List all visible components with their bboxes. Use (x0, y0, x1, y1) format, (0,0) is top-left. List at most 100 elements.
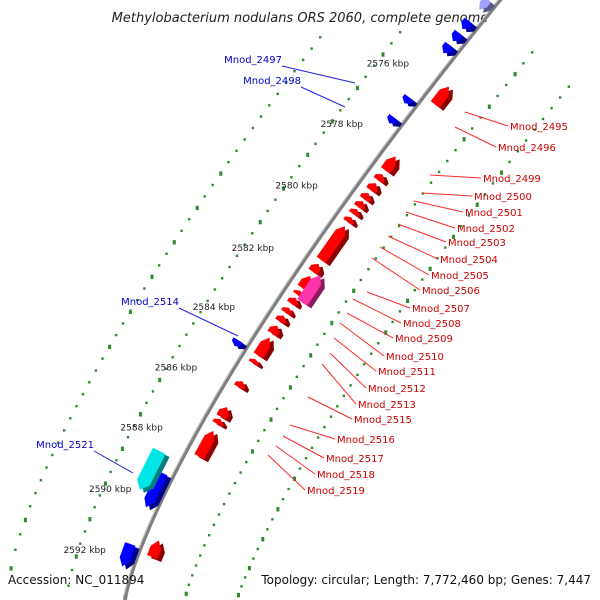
gc-tick (269, 417, 273, 422)
forward-gene (479, 0, 491, 10)
gc-skew-ticks (9, 31, 570, 598)
gc-tick (143, 287, 146, 290)
gc-tick (75, 405, 78, 408)
gc-tick (213, 288, 217, 291)
gc-tick (164, 367, 168, 370)
gc-tick (344, 300, 348, 303)
gc-tick (352, 288, 356, 293)
gc-tick (98, 494, 101, 497)
label-leaders (93, 65, 509, 491)
gc-tick (390, 235, 393, 238)
gc-tick (367, 268, 370, 271)
reverse-gene (281, 307, 292, 316)
gc-tick (240, 585, 243, 588)
gc-tick (319, 36, 322, 39)
forward-gene-label: Mnod_2512 (368, 384, 426, 395)
gc-tick (207, 534, 211, 537)
gc-tick (178, 344, 181, 348)
reverse-gene (287, 297, 299, 307)
gc-tick (491, 182, 495, 185)
kbp-tick-label: 2582 kbp (232, 244, 275, 254)
gc-tick (221, 277, 224, 280)
gc-tick (384, 330, 388, 335)
gc-tick (522, 62, 525, 65)
label-leader-line (421, 192, 473, 197)
gc-tick (34, 491, 37, 495)
gc-tick (372, 64, 376, 67)
gc-tick (390, 42, 393, 45)
gc-tick (436, 257, 439, 260)
gc-tick (444, 246, 447, 249)
gc-tick (322, 131, 325, 134)
label-leader-line (275, 445, 316, 475)
gc-tick (243, 138, 246, 141)
gc-tick (364, 75, 367, 78)
label-leader-line (387, 235, 439, 260)
forward-gene-label: Mnod_2495 (510, 122, 568, 133)
gc-tick (45, 466, 48, 469)
gc-tick (508, 160, 511, 164)
gc-tick (429, 181, 433, 184)
forward-gene (387, 114, 399, 124)
gc-tick (108, 344, 112, 350)
gc-tick (381, 52, 385, 57)
reverse-gene (216, 407, 229, 420)
gc-tick (276, 507, 280, 512)
gc-tick (337, 311, 340, 314)
gc-tick (247, 565, 251, 571)
gc-tick (483, 192, 487, 196)
gc-tick (237, 592, 240, 598)
reverse-gene-label: Mnod_2514 (121, 297, 179, 308)
forward-gene-label: Mnod_2511 (378, 367, 436, 378)
gc-tick (310, 47, 313, 50)
gc-tick (317, 436, 320, 439)
gc-tick (19, 533, 22, 536)
label-leader-line (281, 65, 356, 84)
gc-tick (302, 364, 305, 368)
gc-tick (306, 152, 310, 158)
gc-tick (222, 502, 226, 506)
gc-tick (330, 119, 334, 124)
forward-gene-label: Mnod_2500 (474, 192, 532, 203)
gc-tick (276, 92, 279, 96)
gene-features (119, 0, 495, 570)
forward-gene-label: Mnod_2499 (483, 174, 541, 185)
gc-tick (88, 517, 92, 522)
forward-gene-label: Mnod_2507 (412, 304, 470, 315)
gc-tick (115, 459, 118, 462)
forward-gene-label: Mnod_2509 (395, 334, 453, 345)
gc-tick (233, 481, 237, 485)
gc-tick (329, 415, 333, 418)
gc-tick (284, 81, 288, 84)
label-leader-line (464, 111, 509, 127)
gc-tick (157, 264, 161, 267)
forward-gene (461, 17, 474, 30)
gc-tick (244, 576, 247, 579)
gc-tick (370, 352, 373, 355)
gc-tick (475, 202, 479, 207)
forward-gene (442, 41, 455, 54)
gc-tick (67, 584, 70, 587)
gc-tick (187, 583, 190, 586)
gc-tick (74, 554, 78, 559)
gc-tick (251, 126, 254, 130)
gc-tick (281, 498, 285, 501)
gc-tick (309, 353, 313, 358)
label-leader-line (289, 424, 336, 440)
reverse-gene (366, 183, 378, 194)
forward-gene-label: Mnod_2519 (307, 486, 365, 497)
gc-tick (323, 425, 326, 429)
gc-tick (310, 446, 314, 450)
reverse-gene (359, 192, 371, 203)
gc-tick (9, 566, 13, 571)
forward-gene-label: Mnod_2496 (498, 143, 556, 154)
gc-tick (212, 523, 216, 527)
gc-tick (274, 198, 277, 201)
gc-tick (29, 505, 32, 508)
reverse-gene (373, 174, 385, 184)
forward-gene (402, 93, 414, 104)
genome-title: Methylobacterium nodulans ORS 2060, comp… (112, 11, 489, 26)
gc-tick (151, 390, 155, 393)
gc-tick (62, 429, 66, 432)
forward-gene-label: Mnod_2513 (358, 400, 416, 411)
